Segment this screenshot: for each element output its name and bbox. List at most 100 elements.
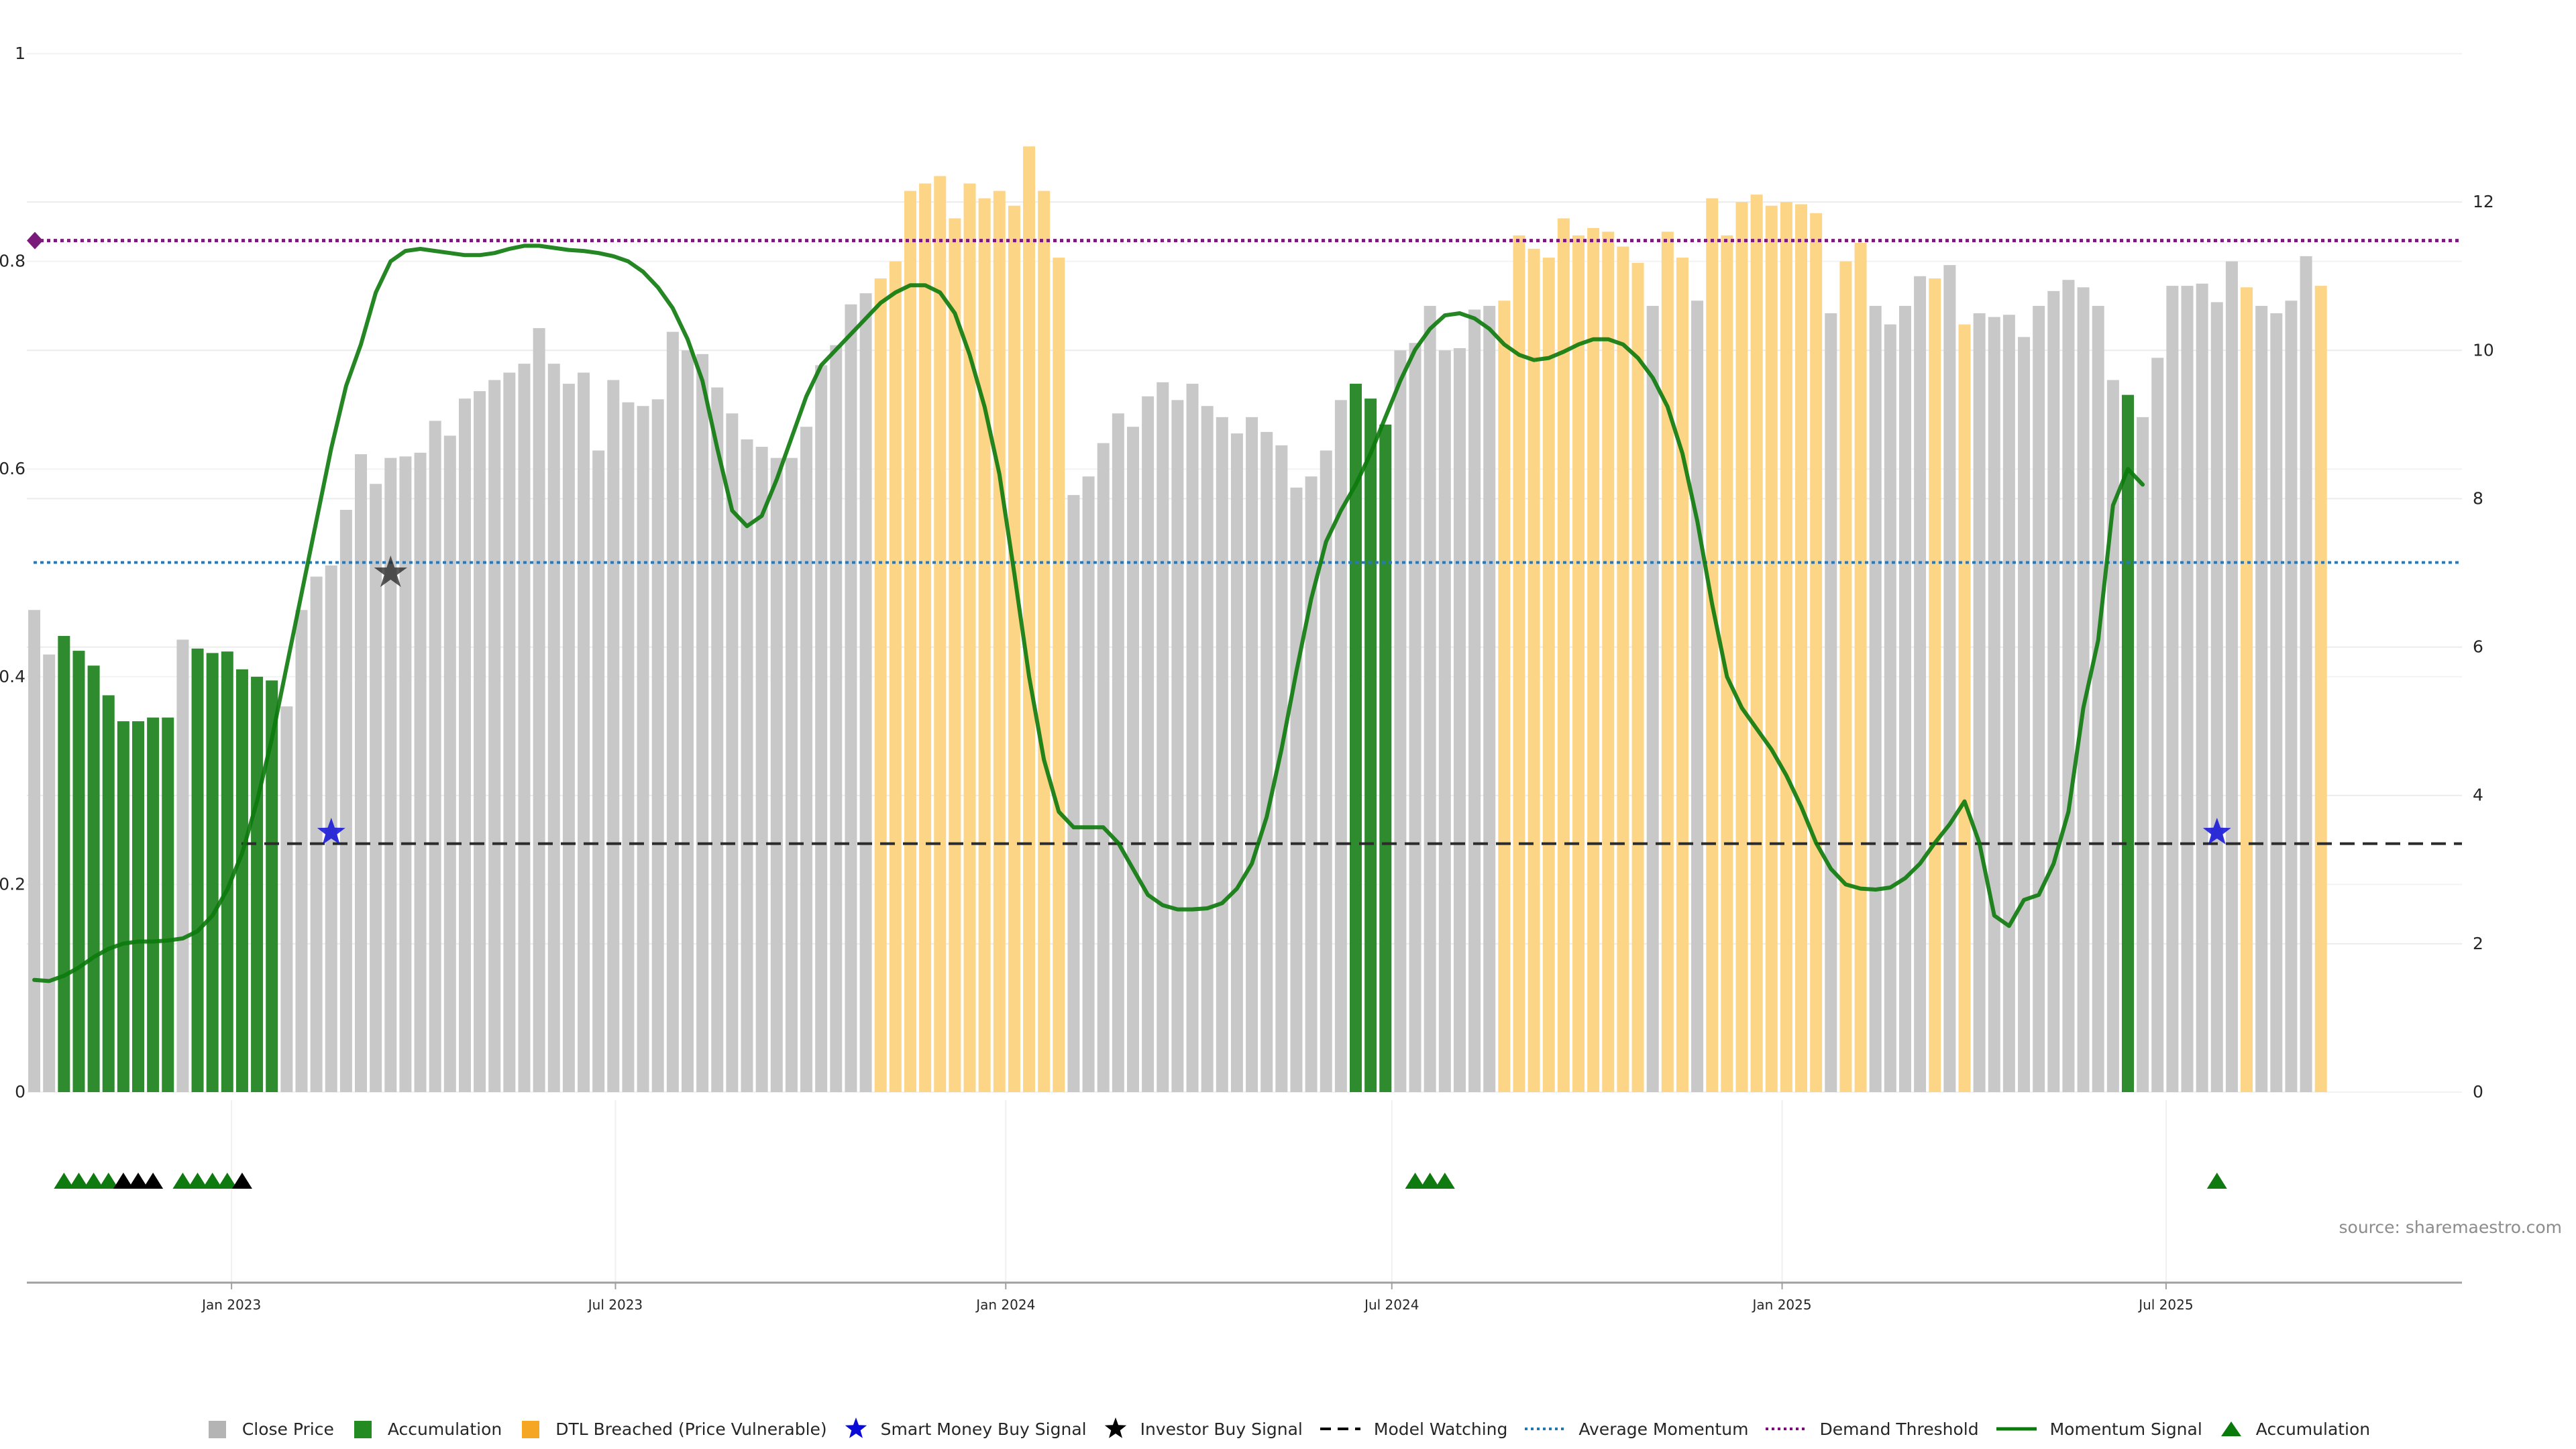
bar-accumulation xyxy=(191,648,204,1092)
bar-dtl xyxy=(904,191,916,1092)
bar-close xyxy=(1171,400,1184,1092)
bar-close xyxy=(28,610,41,1092)
x-tick-label: Jul 2024 xyxy=(1363,1297,1419,1313)
x-axis: Jan 2023 Jul 2023 Jan 2024 Jul 2024 Jan 2025… xyxy=(27,1281,2462,1313)
bar-close xyxy=(2033,305,2045,1092)
bar-accumulation xyxy=(117,721,129,1092)
bar-dtl xyxy=(1557,218,1570,1093)
bar-dtl xyxy=(1765,205,1778,1093)
bar-dtl xyxy=(1780,202,1792,1093)
bar-close xyxy=(2196,283,2208,1092)
bar-close xyxy=(1260,431,1273,1092)
bar-close xyxy=(503,372,516,1092)
bar-close xyxy=(1305,476,1318,1092)
bar-dtl xyxy=(1038,191,1051,1092)
bar-close xyxy=(2047,290,2060,1092)
investor-star xyxy=(374,555,407,587)
bar-close xyxy=(1646,305,1659,1092)
bar-close xyxy=(414,452,427,1092)
legend-dotted-line-icon xyxy=(1766,1428,1807,1430)
bar-close xyxy=(755,447,768,1092)
bar-close xyxy=(637,406,649,1092)
bar-dtl xyxy=(889,261,902,1093)
bar-close xyxy=(651,399,664,1092)
bar-dtl xyxy=(1958,324,1971,1093)
legend-item: Model Watching xyxy=(1320,1417,1507,1440)
bar-close xyxy=(1334,400,1347,1092)
bar-close xyxy=(310,576,323,1092)
bar-accumulation xyxy=(72,651,85,1092)
bar-dtl xyxy=(874,278,887,1092)
bar-close xyxy=(1973,313,1986,1092)
bar-accumulation xyxy=(102,695,115,1092)
legend-label: Average Momentum xyxy=(1578,1419,1749,1439)
buy-signals xyxy=(27,231,2231,845)
bar-close xyxy=(1409,343,1421,1093)
accumulation-marker xyxy=(187,1173,208,1189)
bar-close xyxy=(770,458,783,1092)
right-tick-label: 6 xyxy=(2473,637,2483,657)
bar-close xyxy=(1216,417,1228,1092)
bar-close xyxy=(845,304,857,1092)
bar-close xyxy=(280,706,293,1092)
accumulation-marker xyxy=(2206,1173,2227,1189)
bar-dtl xyxy=(1839,261,1852,1093)
bar-close xyxy=(622,402,635,1092)
bar-close xyxy=(696,354,709,1093)
bar-dtl xyxy=(1498,301,1511,1092)
bar-close xyxy=(800,427,813,1092)
legend-label: Close Price xyxy=(241,1419,334,1439)
bar-close xyxy=(384,458,397,1092)
legend-dotted-line-icon xyxy=(1525,1428,1566,1430)
left-tick-label: 1 xyxy=(15,44,25,63)
bar-dtl xyxy=(1810,213,1823,1093)
bar-accumulation xyxy=(1350,384,1362,1092)
bar-close xyxy=(2255,305,2268,1092)
accumulation-marker xyxy=(1419,1173,1440,1189)
accumulation-marker xyxy=(202,1173,223,1189)
bar-close xyxy=(295,610,308,1092)
accumulation-marker xyxy=(1405,1173,1426,1189)
left-tick-label: 0.8 xyxy=(0,252,25,271)
bar-dtl xyxy=(1750,195,1763,1093)
bar-close xyxy=(2210,302,2223,1092)
bar-accumulation xyxy=(147,717,160,1092)
bar-close xyxy=(1943,265,1956,1093)
bar-close xyxy=(830,345,843,1093)
bar-close xyxy=(1914,276,1927,1092)
bar-accumulation xyxy=(2121,394,2134,1092)
bar-dtl xyxy=(934,176,947,1092)
legend-item: Accumulation xyxy=(2220,1417,2370,1440)
right-tick-label: 2 xyxy=(2473,934,2483,953)
legend-label: Accumulation xyxy=(2255,1419,2371,1439)
left-tick-label: 0.6 xyxy=(0,459,25,478)
legend-square-icon xyxy=(208,1421,226,1438)
bar-close xyxy=(1468,309,1481,1092)
bar-close xyxy=(458,398,471,1092)
legend-square-icon xyxy=(354,1421,372,1438)
right-tick-label: 12 xyxy=(2473,192,2494,211)
accumulation-marker xyxy=(128,1173,149,1189)
bar-accumulation xyxy=(251,676,264,1092)
accumulation-marker xyxy=(217,1173,237,1189)
bar-close xyxy=(1246,417,1258,1092)
legend-label: Accumulation xyxy=(387,1419,502,1439)
legend-item: DTL Breached (Price Vulnerable) xyxy=(519,1417,827,1440)
accumulation-panel xyxy=(54,1100,2227,1283)
accumulation-marker xyxy=(98,1173,119,1189)
bar-close xyxy=(741,439,753,1092)
left-tick-label: 0 xyxy=(15,1082,25,1102)
legend-star-icon xyxy=(1104,1417,1126,1438)
bar-close xyxy=(2285,301,2298,1092)
bar-close xyxy=(1453,347,1466,1093)
bar-dtl xyxy=(1795,204,1808,1093)
bar-accumulation xyxy=(266,680,278,1092)
bar-close xyxy=(859,293,872,1092)
bar-accumulation xyxy=(162,717,174,1092)
bar-dtl xyxy=(1929,278,1941,1092)
bar-dtl xyxy=(1735,202,1748,1093)
bar-close xyxy=(2300,256,2312,1092)
bar-close xyxy=(1112,413,1124,1092)
bar-close xyxy=(2181,286,2194,1092)
legend-label: Investor Buy Signal xyxy=(1140,1419,1303,1439)
